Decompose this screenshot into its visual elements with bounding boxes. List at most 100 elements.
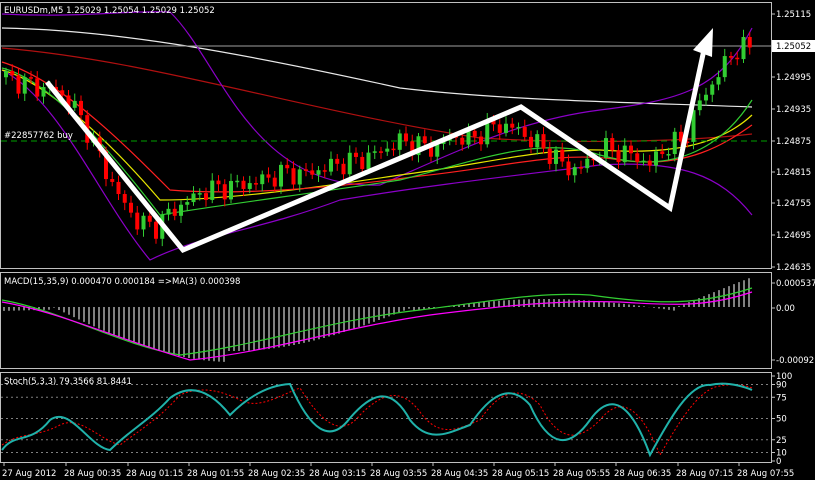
candle-body [129, 202, 133, 213]
trend-annotation-line [45, 44, 708, 254]
candle-body [572, 167, 577, 176]
candle-body [285, 164, 290, 169]
candle-body [629, 145, 633, 154]
price-tick-label: 1.24815 [776, 168, 811, 178]
price-tick-label: 1.24635 [776, 263, 811, 273]
time-tick-label: 28 Aug 07:55 [737, 469, 794, 479]
macd-label: MACD(15,35,9) 0.000470 0.000184 =>MA(3) … [4, 277, 240, 287]
price-tick-label: 1.24755 [776, 199, 811, 209]
candle-body [522, 126, 527, 137]
candle-body [747, 36, 752, 48]
candle-body [310, 170, 315, 175]
candle-body [254, 183, 258, 185]
time-axis: 27 Aug 2012 28 Aug 00:35 28 Aug 01:15 28 Au… [2, 462, 794, 479]
candle-body [435, 143, 440, 157]
candle-body [266, 174, 271, 178]
candle-body [16, 75, 21, 94]
time-tick-label: 28 Aug 05:15 [492, 469, 549, 479]
candle-body [397, 133, 402, 150]
candle-body [347, 152, 352, 175]
candle-body [591, 158, 596, 161]
candle-body [560, 149, 565, 162]
price-tick-label: 1.24875 [776, 137, 811, 147]
candle-body [116, 181, 121, 195]
candle-body [260, 174, 265, 185]
band-upper-purple [1, 11, 753, 186]
candle-body [504, 123, 508, 133]
candle-body [54, 86, 58, 91]
time-tick-label: 28 Aug 05:55 [553, 469, 610, 479]
candle-body [316, 170, 321, 175]
candle-body [622, 145, 627, 163]
candle-body [247, 183, 252, 189]
candle-body [35, 78, 40, 97]
candle-body [304, 169, 308, 171]
candle-body [554, 149, 558, 164]
stoch-tick-label: 10 [776, 449, 787, 459]
candle-body [547, 148, 552, 164]
stoch-panel[interactable] [0, 372, 772, 463]
candle-body [479, 136, 483, 145]
candle-body [385, 148, 390, 152]
candle-body [416, 136, 421, 156]
macd-ma-line [1, 291, 753, 361]
candle-body [541, 134, 546, 149]
candle-body [641, 160, 646, 163]
candle-body [4, 70, 8, 78]
candle-body [566, 161, 571, 176]
candle-body [735, 57, 740, 60]
candle-body [672, 131, 677, 155]
candle-body [235, 180, 240, 183]
candle-body [691, 110, 696, 142]
time-tick-label: 28 Aug 07:15 [676, 469, 733, 479]
candle-body [79, 100, 83, 116]
candle-body [41, 87, 46, 97]
candle-body [404, 133, 408, 142]
candle-body [172, 208, 177, 216]
candle-body [660, 151, 665, 155]
candle-body [60, 90, 65, 96]
candle-body [104, 151, 108, 180]
current-price-box [772, 40, 815, 52]
candle-body [335, 158, 340, 164]
candle-body [666, 154, 671, 156]
stoch-main-line [1, 382, 753, 458]
order-label: #22857762 buy [4, 131, 73, 141]
candle-body [66, 95, 71, 108]
candle-body [272, 177, 277, 187]
candle-body [704, 94, 708, 101]
price-tick-label: 1.25115 [776, 10, 811, 20]
candle-body [529, 136, 533, 148]
candle-body [154, 221, 158, 239]
candle-body [410, 141, 415, 156]
candle-body [341, 163, 346, 175]
candle-body [354, 152, 358, 157]
ma-white [1, 27, 753, 108]
candle-body [585, 158, 590, 169]
time-tick-label: 28 Aug 06:35 [614, 469, 671, 479]
candle-body [610, 138, 615, 151]
macd-signal-line [1, 287, 753, 356]
candle-body [297, 169, 302, 185]
macd-histogram [3, 278, 750, 362]
main-panel[interactable] [0, 2, 772, 269]
candle-body [322, 170, 327, 172]
candle-body [685, 141, 690, 144]
candle-body [197, 193, 202, 195]
candle-body [679, 131, 683, 142]
candle-body [110, 179, 115, 182]
candle-body [510, 123, 515, 128]
stoch-signal-line [1, 384, 753, 457]
candle-body [135, 212, 140, 230]
candle-body [22, 77, 27, 94]
candle-body [422, 136, 427, 144]
candle-body [179, 204, 183, 216]
symbol-info: EURUSDm,M5 1.25029 1.25054 1.25029 1.250… [4, 6, 215, 16]
candle-body [279, 164, 283, 187]
candle-body [497, 124, 502, 133]
candle-body [360, 156, 365, 169]
candle-body [635, 153, 640, 162]
candle-body [491, 120, 496, 125]
time-tick-label: 28 Aug 01:15 [126, 469, 183, 479]
